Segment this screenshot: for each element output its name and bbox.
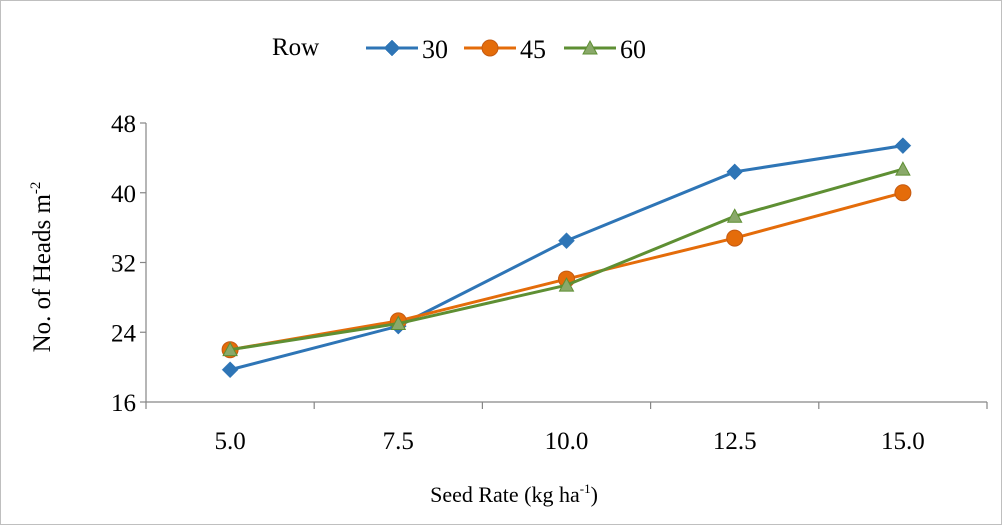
- legend: Row 30 45 60: [272, 34, 646, 64]
- x-axis-label-text: Seed Rate (kg ha: [430, 482, 580, 507]
- x-tick-label: 7.5: [383, 428, 414, 455]
- x-tick-label: 12.5: [713, 428, 757, 455]
- y-tick-label: 48: [111, 111, 136, 138]
- y-tick-label: 40: [111, 181, 136, 208]
- x-axis-label: Seed Rate (kg ha-1): [430, 481, 598, 507]
- series-60: [222, 161, 911, 357]
- data-point-60: [558, 277, 575, 292]
- series-layer: [221, 137, 912, 379]
- axes: 16 24 32 40 48 5.0 7.5 10.0 12.5 15.0: [111, 111, 988, 455]
- y-tick-label: 24: [111, 320, 137, 347]
- legend-entry-60: 60: [564, 35, 646, 64]
- legend-marker: [582, 39, 598, 55]
- legend-label: 60: [620, 35, 646, 64]
- data-point-60: [726, 208, 743, 223]
- legend-marker: [481, 39, 499, 57]
- data-point-30: [558, 232, 575, 250]
- legend-label: 45: [520, 35, 546, 64]
- x-tick-label: 10.0: [545, 428, 589, 455]
- x-tick-label: 15.0: [881, 428, 925, 455]
- data-point-60: [390, 315, 407, 330]
- y-tick-label: 16: [111, 390, 136, 417]
- x-tick-label: 5.0: [214, 428, 245, 455]
- y-axis-label: No. of Heads m-2: [28, 182, 56, 353]
- data-point-45: [894, 184, 912, 202]
- legend-entry-30: 30: [366, 35, 448, 64]
- y-axis-label-text: No. of Heads m: [29, 194, 56, 353]
- y-axis-label-superscript: -2: [28, 182, 44, 195]
- x-axis-label-close: ): [591, 482, 598, 507]
- data-point-60: [222, 341, 238, 357]
- data-point-45: [726, 229, 744, 247]
- legend-title: Row: [272, 34, 319, 61]
- legend-marker: [383, 39, 401, 57]
- data-point-60: [895, 161, 911, 176]
- x-axis-label-superscript: -1: [580, 481, 591, 496]
- legend-entry-45: 45: [464, 35, 546, 64]
- y-tick-label: 32: [111, 251, 136, 278]
- data-point-30: [726, 163, 744, 181]
- legend-label: 30: [422, 35, 448, 64]
- data-point-30: [221, 361, 239, 379]
- data-point-30: [894, 137, 912, 155]
